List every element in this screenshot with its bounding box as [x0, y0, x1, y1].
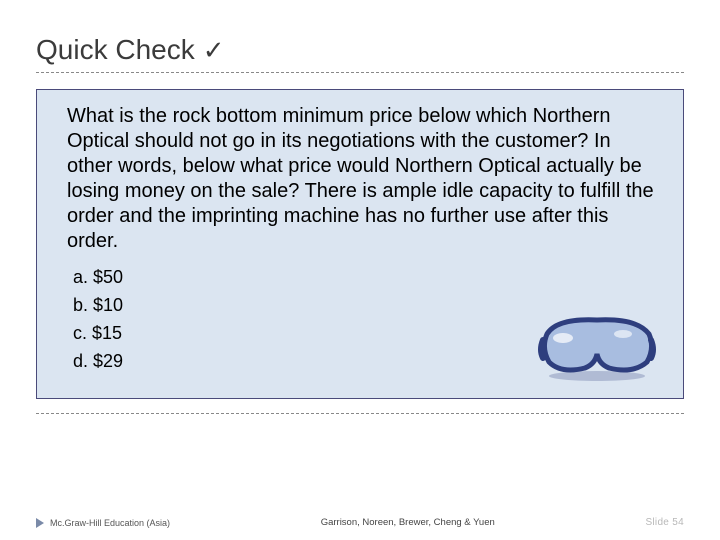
checkmark-icon: ✓	[203, 35, 225, 66]
authors-label: Garrison, Noreen, Brewer, Cheng & Yuen	[321, 517, 495, 528]
footer-left: Mc.Graw-Hill Education (Asia)	[36, 518, 170, 528]
option-a: a. $50	[73, 264, 661, 292]
question-text: What is the rock bottom minimum price be…	[67, 104, 661, 254]
divider-top	[36, 72, 684, 73]
divider-bottom	[36, 413, 684, 414]
triangle-icon	[36, 518, 44, 528]
footer: Mc.Graw-Hill Education (Asia) Garrison, …	[0, 517, 720, 528]
publisher-label: Mc.Graw-Hill Education (Asia)	[50, 518, 170, 528]
page-title: Quick Check	[36, 34, 195, 66]
slide: Quick Check ✓ What is the rock bottom mi…	[0, 0, 720, 540]
title-row: Quick Check ✓	[36, 34, 684, 66]
slide-number: Slide 54	[645, 517, 684, 528]
goggles-icon	[537, 314, 657, 384]
question-box: What is the rock bottom minimum price be…	[36, 89, 684, 399]
